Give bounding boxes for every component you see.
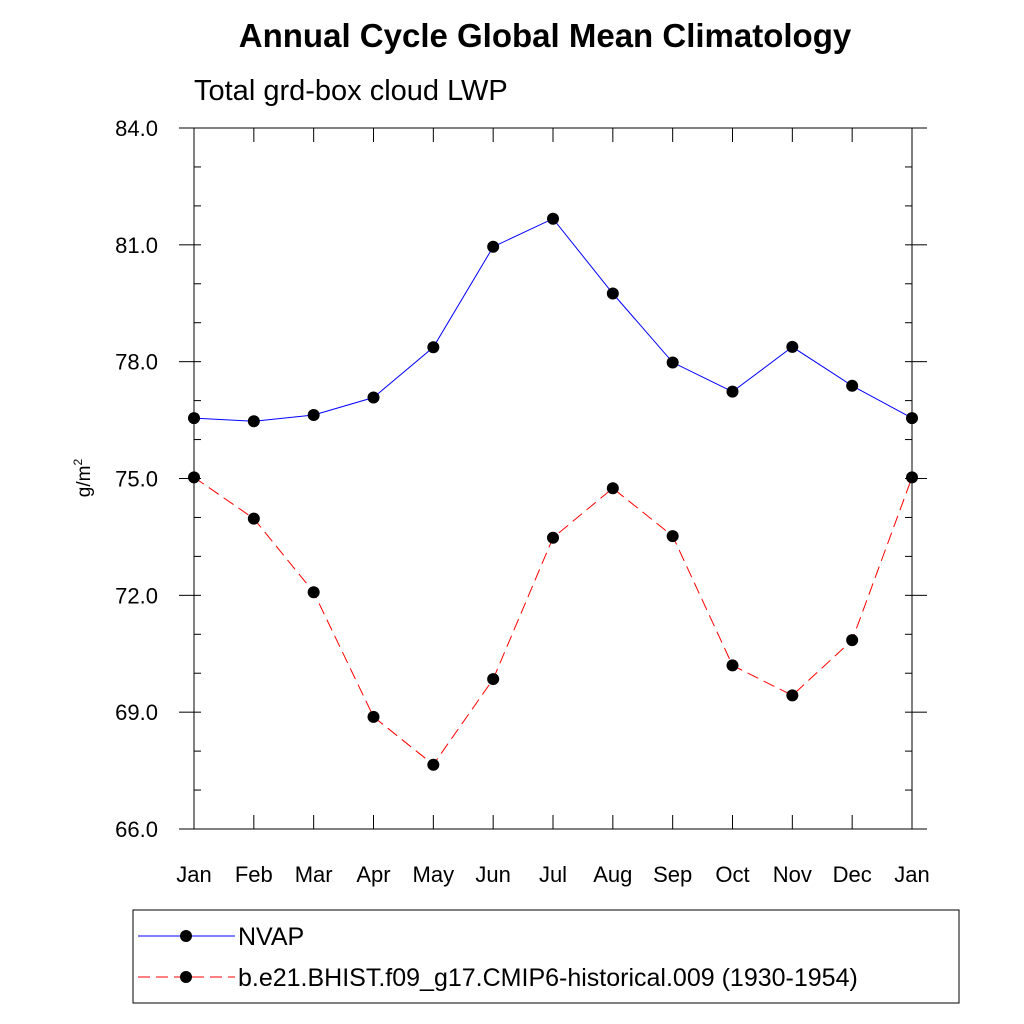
data-point [307, 409, 320, 422]
data-point [427, 341, 440, 354]
chart-subtitle: Total grd-box cloud LWP [194, 75, 508, 107]
legend-box [132, 909, 960, 1004]
y-tick-label: 66.0 [115, 817, 158, 842]
data-point [247, 415, 260, 428]
axes: Jan Feb Mar Apr May Jun Jul Aug Sep Oct Nov Dec Jan 6… [115, 116, 930, 887]
x-tick-label: Oct [715, 862, 749, 887]
data-point [427, 758, 440, 771]
data-point [606, 287, 619, 300]
y-tick-label: 75.0 [115, 467, 158, 492]
data-point [846, 634, 859, 647]
data-point [846, 379, 859, 392]
data-point [786, 689, 799, 702]
x-tick-label: Jan [894, 862, 929, 887]
series-line-1 [193, 476, 913, 766]
legend-label-model: b.e21.BHIST.f09_g17.CMIP6-historical.009… [238, 964, 858, 992]
data-point [666, 530, 679, 543]
x-tick-label: May [413, 862, 455, 887]
data-point [188, 471, 200, 484]
data-point [666, 356, 679, 369]
x-tick-label: Jul [539, 862, 567, 887]
chart-title: Annual Cycle Global Mean Climatology [239, 17, 852, 54]
y-axis-title: g/m2 [71, 459, 95, 498]
data-point [367, 710, 380, 723]
data-point [786, 340, 799, 353]
data-point [726, 385, 739, 398]
x-tick-label: Apr [356, 862, 390, 887]
x-tick-label: Jun [475, 862, 510, 887]
y-tick-label: 72.0 [115, 583, 158, 608]
data-point [188, 412, 200, 425]
data-point [487, 673, 500, 686]
legend-marker-model [180, 971, 192, 983]
x-tick-label: Feb [235, 862, 273, 887]
series-line-0 [193, 218, 913, 422]
y-axis-title-superscript: 2 [71, 459, 85, 466]
data-point [367, 391, 380, 404]
x-tick-label: Aug [593, 862, 632, 887]
data-point [906, 412, 918, 425]
legend-label-nvap: NVAP [238, 923, 304, 951]
y-tick-label: 69.0 [115, 700, 158, 725]
svg-text:g/m2: g/m2 [71, 459, 95, 498]
data-point [307, 586, 320, 599]
data-point [606, 482, 619, 495]
y-tick-label: 81.0 [115, 233, 158, 258]
x-tick-label: Sep [653, 862, 692, 887]
data-point [547, 531, 559, 544]
x-tick-label: Nov [773, 862, 812, 887]
legend: NVAP b.e21.BHIST.f09_g17.CMIP6-historica… [132, 909, 960, 1004]
plot-frame [193, 127, 913, 830]
x-tick-label: Dec [833, 862, 872, 887]
legend-marker-nvap [180, 930, 192, 942]
x-tick-label: Mar [295, 862, 333, 887]
x-tick-label: Jan [176, 862, 211, 887]
data-point [726, 659, 739, 672]
data-point [247, 512, 260, 525]
y-tick-label: 78.0 [115, 350, 158, 375]
y-axis-title-base: g/m [74, 466, 95, 498]
data-point [547, 212, 559, 225]
y-tick-label: 84.0 [115, 116, 158, 141]
data-point [906, 471, 918, 484]
series-layer [188, 212, 918, 771]
data-point [487, 240, 500, 253]
